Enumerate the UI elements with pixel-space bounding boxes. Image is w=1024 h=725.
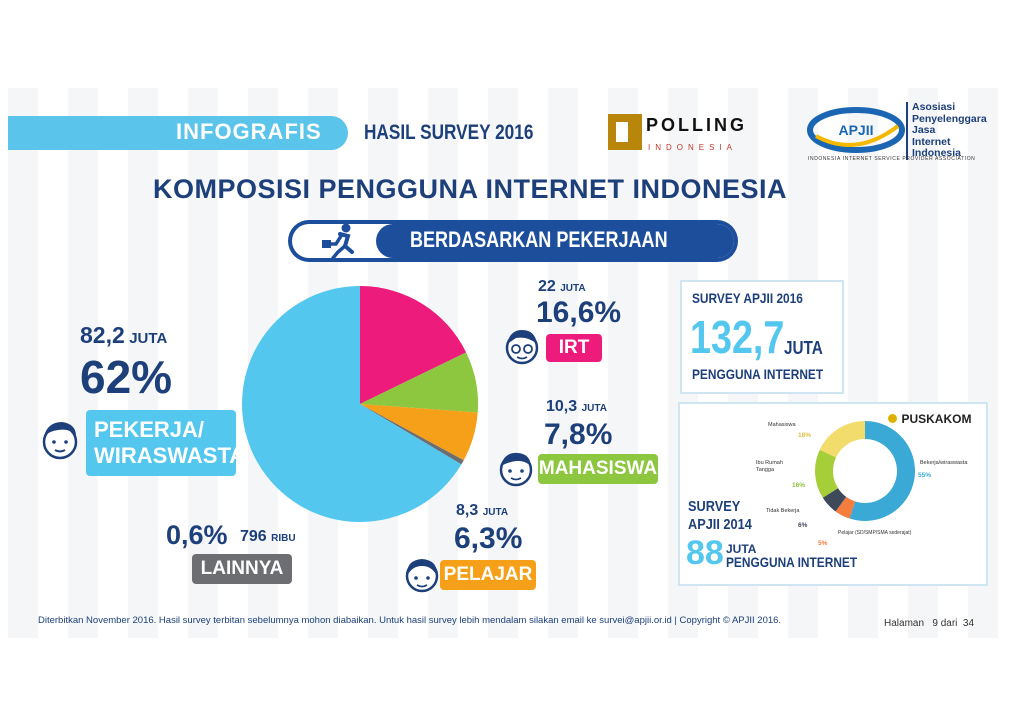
pie-slice-mahasiswa	[360, 352, 478, 413]
apjii-name: Asosiasi Penyelenggara Jasa Internet Ind…	[906, 101, 987, 160]
survey-2014-donut	[815, 421, 915, 521]
survey-2016-value: 132,7	[690, 311, 785, 363]
page-number: Halaman 9 dari 34	[884, 618, 975, 629]
donut-slice	[822, 488, 847, 512]
donut-slice	[819, 421, 865, 458]
donut-slice	[815, 449, 838, 498]
survey-2014-unit: JUTA	[726, 542, 757, 556]
pie-slice-pelajar	[360, 404, 478, 461]
subtitle-text: BERDASARKAN PEKERJAAN	[410, 227, 668, 252]
girl-face-icon	[405, 559, 439, 593]
avatar-irt	[502, 326, 542, 375]
mahasiswa-count: 10,3 JUTA	[546, 398, 607, 415]
pelajar-count: 8,3 JUTA	[456, 502, 509, 519]
survey-2014-title-2: APJII 2014	[688, 516, 752, 533]
apjii-name-line: Indonesia	[912, 147, 962, 159]
pekerja-tag-line2: WIRASWASTA	[94, 443, 246, 468]
donut-label-pelajar: Pelajar (SD/SMP/SMA sederajat)	[838, 530, 912, 536]
svg-text:APJII: APJII	[838, 122, 873, 138]
survey-2016-box	[680, 280, 844, 394]
donut-slice	[835, 496, 856, 519]
puskakom-dot-icon	[888, 414, 897, 423]
pelajar-percent: 6,3%	[454, 522, 523, 555]
irt-percent: 16,6%	[536, 296, 622, 329]
polling-logo-word: POLLING	[646, 115, 747, 135]
irt-count: 22 JUTA	[538, 278, 586, 295]
pekerja-tag-line1: PEKERJA/	[94, 417, 205, 442]
survey-2016-title: SURVEY APJII 2016	[692, 290, 803, 306]
donut-label-bekerja: Bekerja/wiraswasta	[920, 460, 968, 466]
donut-label-mahasiswa: Mahasiswa	[768, 422, 796, 428]
donut-pct-mahasiswa: 18%	[798, 432, 812, 439]
donut-label-irt: Ibu Rumah Tangga	[756, 460, 783, 473]
puskakom-logo: PUSKAKOM	[888, 410, 971, 428]
mahasiswa-percent: 7,8%	[544, 418, 613, 451]
pelajar-tag: PELAJAR	[440, 560, 536, 590]
avatar-pekerja	[38, 416, 82, 471]
infographic-slide: INFOGRAFIS HASIL SURVEY 2016 POLLING IND…	[8, 88, 1008, 638]
student-face-icon	[499, 452, 533, 487]
donut-pct-bekerja: 55%	[918, 472, 932, 479]
survey-2016-caption: PENGGUNA INTERNET	[692, 366, 824, 382]
footer-text: Diterbitkan November 2016. Hasil survey …	[38, 615, 782, 626]
pie-slice-pekerja-wiraswasta	[241, 286, 462, 522]
infografis-label: INFOGRAFIS	[176, 119, 322, 144]
survey-2014-value: 88	[686, 534, 724, 572]
subtitle-inner-blue	[376, 224, 734, 258]
polling-indonesia-logo: POLLING INDONESIA	[608, 114, 756, 152]
woman-face-icon	[505, 330, 539, 365]
apjii-name-line: Internet	[912, 135, 951, 148]
survey-2014-title-1: SURVEY	[688, 498, 741, 515]
apjii-logo: APJII	[806, 106, 906, 156]
donut-pct-irt: 16%	[792, 482, 806, 489]
pekerja-tag: PEKERJA/ WIRASWASTA	[86, 410, 245, 476]
donut-pct-pelajar: 5%	[818, 540, 828, 547]
occupation-pie-chart	[241, 286, 478, 522]
apjii-tagline: INDONESIA INTERNET SERVICE PROVIDER ASSO…	[808, 156, 976, 162]
man-face-icon	[42, 422, 78, 460]
lainnya-tag: LAINNYA	[192, 554, 292, 584]
avatar-pelajar	[402, 554, 442, 601]
pekerja-percent: 62%	[80, 351, 173, 403]
lainnya-percent: 0,6%	[166, 520, 228, 550]
apjii-name-line: Penyelenggara	[912, 112, 987, 125]
hasil-survey-label: HASIL SURVEY 2016	[364, 121, 534, 144]
donut-pct-tidak: 6%	[798, 522, 808, 529]
apjii-name-line: Jasa	[912, 124, 936, 136]
pekerja-count: 82,2 JUTA	[80, 322, 168, 348]
apjii-name-line: Asosiasi	[912, 101, 956, 113]
survey-2016-unit: JUTA	[784, 338, 823, 358]
lainnya-count: 796 RIBU	[240, 528, 296, 545]
survey-2014-caption: PENGGUNA INTERNET	[726, 554, 858, 570]
apjii-swoosh-icon: APJII	[807, 107, 905, 153]
running-person-icon	[318, 222, 366, 265]
header-bar-left	[8, 116, 348, 150]
donut-label-tidak: Tidak Bekerja	[766, 508, 800, 514]
page-title: KOMPOSISI PENGGUNA INTERNET INDONESIA	[153, 174, 788, 204]
mahasiswa-tag: MAHASISWA	[538, 454, 658, 484]
irt-tag: IRT	[546, 334, 602, 362]
polling-logo-sub: INDONESIA	[648, 143, 738, 152]
polling-logo-inner	[616, 122, 628, 142]
pie-slice-irt	[360, 286, 467, 404]
avatar-mahasiswa	[496, 448, 536, 497]
pie-slice-lainnya	[360, 404, 464, 465]
donut-slice	[849, 421, 915, 521]
